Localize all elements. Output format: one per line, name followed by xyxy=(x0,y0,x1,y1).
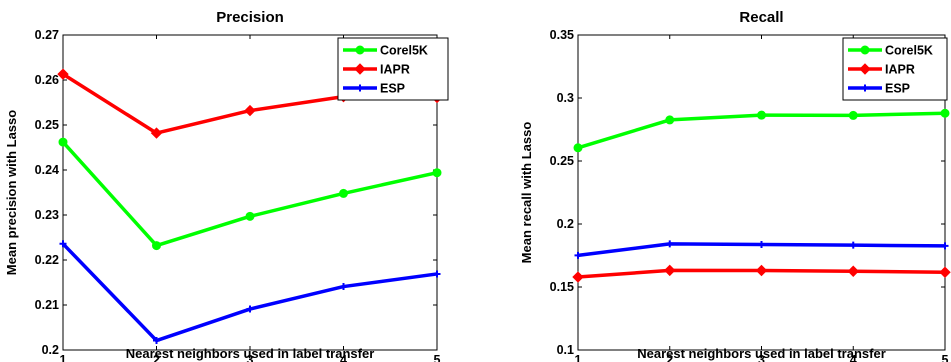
y-tick-label: 0.15 xyxy=(550,280,574,294)
legend-item: ESP xyxy=(343,82,405,96)
y-tick-label: 0.26 xyxy=(35,73,59,87)
y-tick-label: 0.3 xyxy=(557,91,574,105)
chart-0: Precision Nearest neighbors used in label… xyxy=(4,9,449,362)
x-tick-label: 4 xyxy=(340,353,347,362)
data-point xyxy=(665,115,675,125)
x-tick-label: 5 xyxy=(942,353,949,362)
data-point xyxy=(666,240,674,248)
data-point xyxy=(245,211,255,221)
data-point xyxy=(849,241,857,249)
y-tick-label: 0.25 xyxy=(550,154,574,168)
data-point xyxy=(758,241,765,249)
data-point xyxy=(152,241,161,251)
data-point xyxy=(939,266,951,278)
legend-label: IAPR xyxy=(380,63,410,77)
x-tick-label: 1 xyxy=(60,353,67,362)
series-iapr xyxy=(572,264,951,283)
x-axis-label: Nearest neighbors used in label transfer xyxy=(126,346,375,361)
data-point xyxy=(755,264,768,277)
data-point xyxy=(940,108,950,118)
data-point xyxy=(355,45,365,55)
series-line xyxy=(61,140,438,248)
x-tick-label: 4 xyxy=(850,353,857,362)
series-esp xyxy=(574,240,949,259)
data-point xyxy=(860,45,870,55)
legend-item: Corel5K xyxy=(848,44,933,58)
legend-label: Corel5K xyxy=(380,44,428,58)
data-point xyxy=(150,127,163,139)
legend-item: IAPR xyxy=(343,63,410,77)
y-tick-label: 0.35 xyxy=(550,28,574,42)
legend-item: Corel5K xyxy=(343,44,428,58)
y-tick-label: 0.23 xyxy=(35,208,59,222)
data-point xyxy=(861,84,869,92)
y-tick-label: 0.1 xyxy=(557,343,574,357)
data-point xyxy=(356,84,364,92)
data-point xyxy=(664,264,676,277)
series-corel5k xyxy=(58,137,442,251)
legend-label: ESP xyxy=(380,82,405,96)
y-tick-label: 0.21 xyxy=(35,298,59,312)
series-corel5k xyxy=(573,108,950,153)
data-point xyxy=(354,63,366,75)
series-esp xyxy=(59,240,441,345)
data-point xyxy=(153,337,160,345)
x-tick-label: 2 xyxy=(153,353,160,362)
chart-title: Recall xyxy=(739,9,783,26)
legend: Corel5K IAPR ESP xyxy=(842,37,948,101)
x-axis-label: Nearest neighbors used in label transfer xyxy=(637,346,886,361)
legend-label: ESP xyxy=(885,82,910,96)
y-tick-label: 0.25 xyxy=(35,118,59,132)
legend-label: Corel5K xyxy=(885,44,933,58)
data-point xyxy=(59,240,67,248)
legend-label: IAPR xyxy=(885,63,915,77)
data-point xyxy=(573,143,583,153)
legend-item: IAPR xyxy=(848,63,915,77)
x-tick-label: 3 xyxy=(758,353,765,362)
y-tick-label: 0.27 xyxy=(35,28,59,42)
data-point xyxy=(941,242,949,250)
x-tick-label: 2 xyxy=(666,353,673,362)
data-point xyxy=(57,68,69,80)
legend: Corel5K IAPR ESP xyxy=(337,37,449,101)
chart-title: Precision xyxy=(216,9,284,26)
data-point xyxy=(848,110,858,120)
data-point xyxy=(340,283,347,291)
y-axis-label: Mean precision with Lasso xyxy=(4,110,19,275)
data-point xyxy=(433,270,441,278)
chart-1: Recall Nearest neighbors used in label tr… xyxy=(519,9,951,362)
data-point xyxy=(244,104,256,117)
y-tick-label: 0.24 xyxy=(35,163,59,177)
series-line xyxy=(61,242,438,343)
y-axis-label: Mean recall with Lasso xyxy=(519,122,534,264)
data-point xyxy=(574,251,582,259)
data-point xyxy=(572,271,584,283)
x-tick-label: 3 xyxy=(247,353,254,362)
data-point xyxy=(432,168,442,178)
y-tick-label: 0.2 xyxy=(557,217,574,231)
data-point xyxy=(757,110,766,120)
data-point xyxy=(859,63,871,75)
data-point xyxy=(58,137,68,147)
data-point xyxy=(246,305,254,313)
data-point xyxy=(339,188,348,198)
x-tick-label: 5 xyxy=(434,353,441,362)
legend-item: ESP xyxy=(848,82,910,96)
y-tick-label: 0.2 xyxy=(42,343,59,357)
x-tick-label: 1 xyxy=(575,353,582,362)
data-point xyxy=(847,265,859,277)
y-tick-label: 0.22 xyxy=(35,253,59,267)
